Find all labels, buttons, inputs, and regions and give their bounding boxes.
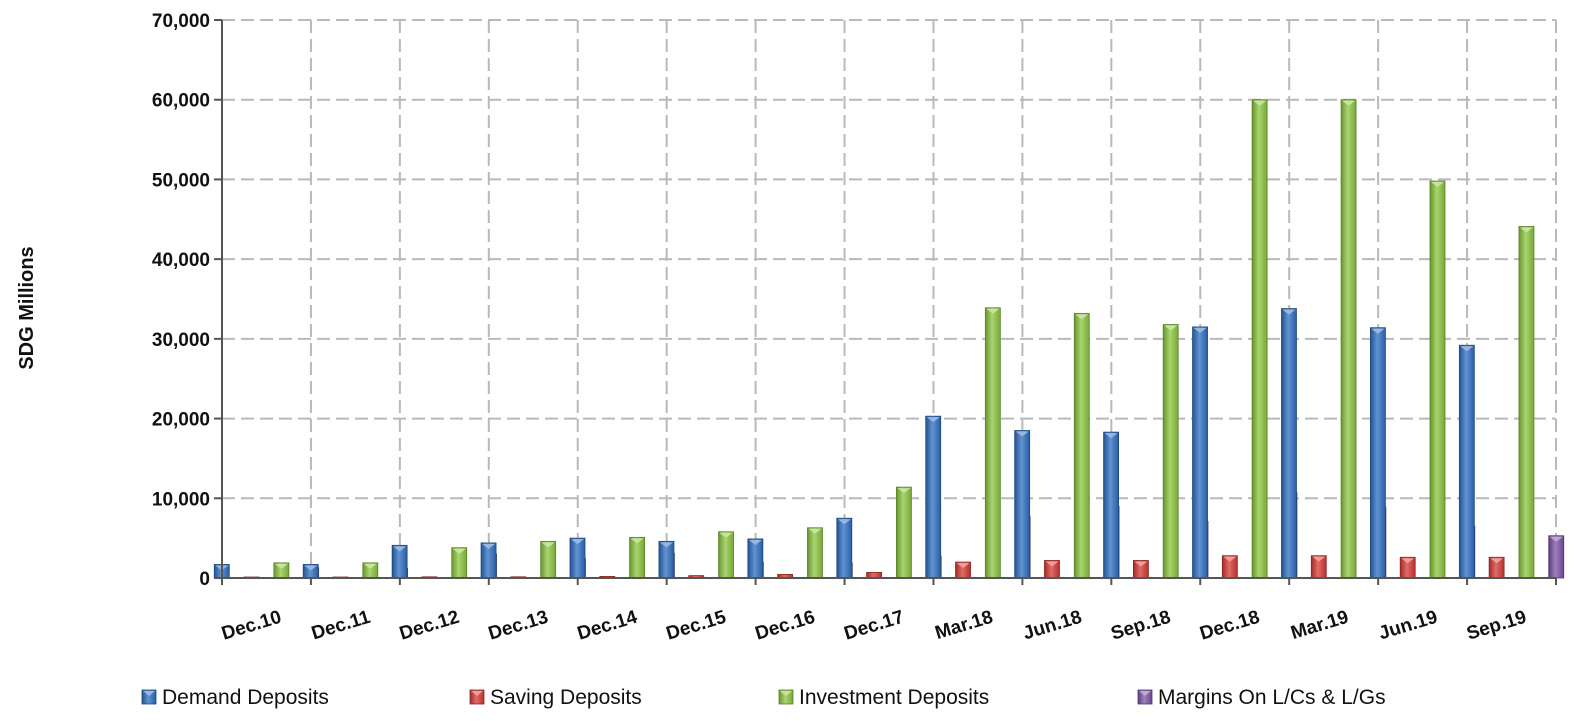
x-tick-label: Dec.12 — [397, 607, 462, 645]
bar-saving-deposits-dec-18 — [1221, 555, 1238, 579]
bar-demand-deposits-dec-14 — [569, 537, 586, 579]
legend-label: Demand Deposits — [162, 686, 329, 709]
x-tick-label: Dec.10 — [219, 607, 284, 645]
x-tick-label: Dec.11 — [309, 607, 373, 645]
bar-demand-deposits-dec-18 — [1192, 326, 1208, 579]
legend-swatch — [1137, 689, 1153, 705]
y-tick-label: 50,000 — [152, 170, 210, 191]
x-tick-label: Dec.15 — [664, 607, 729, 645]
y-tick-label: 10,000 — [152, 489, 210, 510]
legend-swatch — [141, 689, 157, 705]
y-tick-label: 0 — [199, 569, 210, 590]
bar-saving-deposits-mar-19 — [1310, 555, 1327, 579]
x-tick-label: Jun.18 — [1021, 607, 1085, 645]
x-tick-label: Sep.18 — [1109, 607, 1174, 645]
bar-saving-deposits-jun-18 — [1044, 560, 1060, 579]
bar-investment-deposits-jun-18 — [1073, 312, 1090, 579]
bar-demand-deposits-jun-19 — [1370, 327, 1386, 579]
bar-investment-deposits-sep-18 — [1162, 324, 1179, 579]
legend-swatch — [469, 689, 485, 705]
bar-investment-deposits-dec-17 — [896, 486, 912, 579]
bar-investment-deposits-dec-13 — [540, 540, 557, 579]
bar-investment-deposits-dec-15 — [718, 531, 734, 579]
bar-demand-deposits-sep-19 — [1458, 344, 1475, 579]
bar-investment-deposits-jun-19 — [1429, 180, 1446, 579]
bar-investment-deposits-sep-19 — [1518, 226, 1535, 579]
bar-demand-deposits-dec-11 — [302, 564, 319, 579]
x-tick-label: Jun.19 — [1376, 607, 1440, 645]
y-tick-label: 70,000 — [152, 11, 210, 32]
bar-demand-deposits-mar-19 — [1281, 308, 1297, 579]
bar-demand-deposits-sep-18 — [1103, 431, 1119, 579]
bar-demand-deposits-dec-15 — [658, 540, 675, 579]
x-tick-labels: Dec.10 Dec.11 Dec.12 Dec.13 Dec.14 Dec.15 Dec.… — [219, 607, 1529, 645]
legend-item-investment-deposits: Investment Deposits — [778, 686, 989, 709]
legend: Demand Deposits Saving Deposits Investment… — [141, 686, 1386, 709]
x-tick-label: Dec.16 — [753, 607, 818, 645]
bar-demand-deposits-jun-18 — [1014, 430, 1031, 579]
y-tick-labels: 0 10,000 20,000 30,000 40,000 50,000 60,000 70,… — [152, 11, 210, 590]
x-tick-label: Dec.14 — [575, 607, 640, 645]
legend-item-saving-deposits: Saving Deposits — [469, 686, 642, 709]
bar-demand-deposits-dec-12 — [391, 544, 408, 579]
x-tick-label: Mar.18 — [933, 607, 996, 644]
bar-investment-deposits-dec-11 — [362, 562, 379, 579]
y-tick-label: 30,000 — [152, 330, 210, 351]
bar-demand-deposits-dec-17 — [836, 517, 853, 579]
bar-investment-deposits-dec-10 — [273, 562, 290, 579]
y-axis-label: SDG Millions — [16, 246, 38, 369]
y-tick-label: 60,000 — [152, 91, 210, 112]
bar-investment-deposits-dec-14 — [629, 536, 645, 579]
legend-item-margins-on-l-cs-l-gs: Margins On L/Cs & L/Gs — [1137, 686, 1386, 709]
axes — [214, 19, 1557, 585]
y-tick-label: 20,000 — [152, 410, 210, 431]
y-tick-label: 40,000 — [152, 250, 210, 271]
bar-saving-deposits-mar-18 — [955, 561, 971, 579]
bar-margins-on-l-cs-l-gs-sep-19 — [1548, 535, 1565, 579]
x-tick-label: Dec.17 — [842, 607, 907, 645]
bar-investment-deposits-dec-12 — [451, 547, 468, 579]
x-tick-label: Sep.19 — [1464, 607, 1529, 645]
bar-investment-deposits-mar-18 — [984, 307, 1001, 579]
bar-investment-deposits-dec-16 — [807, 527, 823, 579]
x-tick-label: Dec.13 — [486, 607, 551, 645]
legend-label: Margins On L/Cs & L/Gs — [1158, 686, 1386, 709]
bar-demand-deposits-mar-18 — [925, 415, 942, 579]
bar-investment-deposits-mar-19 — [1340, 99, 1357, 579]
bar-investment-deposits-dec-18 — [1251, 99, 1268, 579]
bar-saving-deposits-sep-19 — [1488, 556, 1505, 579]
bar-demand-deposits-dec-16 — [747, 538, 764, 579]
x-tick-label: Dec.18 — [1197, 607, 1262, 645]
bar-saving-deposits-jun-19 — [1399, 556, 1416, 579]
legend-label: Saving Deposits — [490, 686, 642, 709]
bar-saving-deposits-sep-18 — [1133, 560, 1149, 579]
legend-label: Investment Deposits — [799, 686, 989, 709]
legend-item-demand-deposits: Demand Deposits — [141, 686, 329, 709]
bar-demand-deposits-dec-13 — [480, 542, 497, 579]
legend-swatch — [778, 689, 794, 705]
x-tick-label: Mar.19 — [1288, 607, 1351, 644]
bars — [213, 99, 1565, 579]
